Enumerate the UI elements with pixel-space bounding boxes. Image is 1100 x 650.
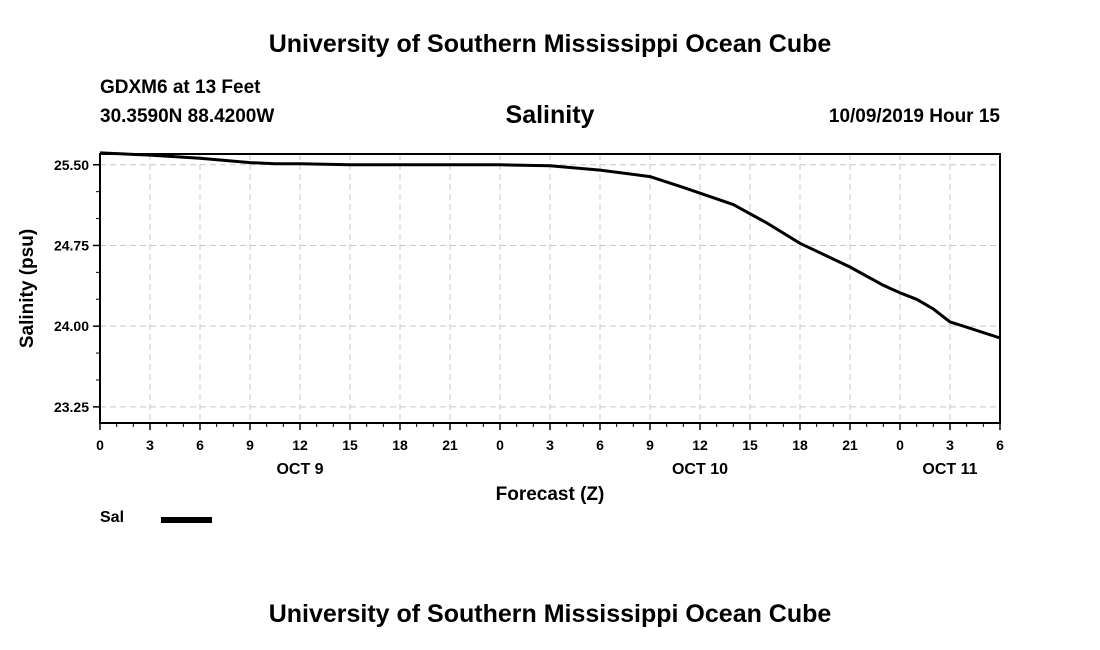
x-tick-label: 15 — [342, 437, 358, 453]
x-axis-label: Forecast (Z) — [496, 484, 605, 505]
series-line-sal — [99, 151, 1001, 340]
footer-title: University of Southern Mississippi Ocean… — [268, 600, 832, 628]
y-tick-label: 24.75 — [54, 237, 89, 253]
y-tick-label: 23.25 — [54, 399, 89, 415]
x-tick-label: 18 — [392, 437, 408, 453]
x-tick-label: 15 — [742, 437, 758, 453]
x-tick-label: 0 — [896, 437, 904, 453]
legend-label: Sal — [100, 509, 125, 526]
x-tick-label: 9 — [646, 437, 654, 453]
series-layer — [99, 151, 1001, 340]
x-tick-label: 0 — [96, 437, 104, 453]
date-label: OCT 10 — [672, 461, 728, 478]
y-tick-label: 24.00 — [54, 318, 89, 334]
axis-ticks: 0 3 6 9 12 15 18 21 0 3 6 9 12 15 18 21 0 3 6 23.25 24.00 24.… — [54, 157, 1004, 478]
x-tick-label: 18 — [792, 437, 808, 453]
header-title: University of Southern Mississippi Ocean… — [268, 30, 832, 58]
x-tick-label: 3 — [946, 437, 954, 453]
x-tick-label: 3 — [546, 437, 554, 453]
x-tick-label: 6 — [596, 437, 604, 453]
coordinates-label: 30.3590N 88.4200W — [100, 106, 275, 127]
x-tick-label: 12 — [692, 437, 708, 453]
x-tick-label: 0 — [496, 437, 504, 453]
y-axis-label: Salinity (psu) — [17, 229, 38, 348]
date-label: OCT 9 — [276, 461, 323, 478]
y-tick-label: 25.50 — [54, 157, 89, 173]
x-tick-label: 9 — [246, 437, 254, 453]
station-label: GDXM6 at 13 Feet — [100, 77, 261, 98]
date-label: OCT 11 — [922, 461, 977, 478]
x-tick-label: 12 — [292, 437, 308, 453]
forecast-datetime: 10/09/2019 Hour 15 — [828, 106, 1000, 127]
x-tick-label: 6 — [196, 437, 204, 453]
x-tick-label: 21 — [842, 437, 858, 453]
x-tick-label: 6 — [996, 437, 1004, 453]
x-tick-label: 21 — [442, 437, 458, 453]
grid — [100, 154, 1000, 423]
legend-line-swatch — [161, 517, 212, 523]
chart-title: Salinity — [505, 101, 595, 129]
x-tick-label: 3 — [146, 437, 154, 453]
